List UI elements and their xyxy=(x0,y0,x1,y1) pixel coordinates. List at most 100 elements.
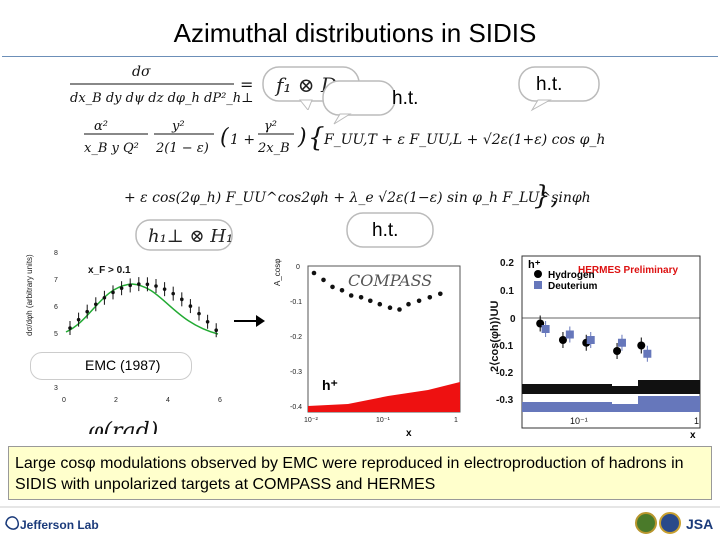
svg-text:F_UU,T + ε F_UU,L + √2ε(1+ε) c: F_UU,T + ε F_UU,L + √2ε(1+ε) cos φ_h F_U… xyxy=(323,132,604,148)
ht-bubble-1: h.t. xyxy=(320,78,418,126)
emc-label-bubble: EMC (1987) xyxy=(30,352,192,380)
jefferson-lab-text: Jefferson Lab xyxy=(20,518,99,532)
hermes-xtick: 1 xyxy=(694,416,699,426)
svg-text:γ²: γ² xyxy=(264,119,277,134)
emc-xtick: 4 xyxy=(166,397,170,404)
svg-text:2x_B: 2x_B xyxy=(257,141,290,156)
ht-label-2: h.t. xyxy=(536,74,563,95)
sidis-cross-section-formula: dσ dx_B dy dψ dz dφ_h dP²_h⊥ = α² x_B y … xyxy=(64,62,704,252)
hermes-ylabel: 2⟨cos(φh)⟩UU xyxy=(489,300,501,372)
emc-data-point xyxy=(154,284,158,288)
compass-xtick: 1 xyxy=(454,417,458,424)
compass-data-point xyxy=(311,270,317,276)
emc-ytick: 7 xyxy=(54,277,58,284)
hermes-data-point-deuterium xyxy=(541,325,550,333)
ht-label-3: h.t. xyxy=(372,220,399,241)
hermes-prelim-label: HERMES Preliminary xyxy=(578,265,678,276)
compass-ylabel: A_cosφ xyxy=(273,259,282,286)
hermes-data-points xyxy=(536,315,652,362)
hermes-ytick: 0 xyxy=(510,314,516,325)
hermes-data-point-hydrogen xyxy=(637,341,646,350)
hermes-data-point-deuterium xyxy=(617,338,626,347)
compass-data-point xyxy=(377,301,383,307)
compass-data-point xyxy=(416,298,422,304)
compass-data-point xyxy=(406,301,411,307)
svg-text:1 +: 1 + xyxy=(230,132,255,148)
hermes-ytick: -0.3 xyxy=(496,395,514,406)
emc-xaxis-label: φ(rad) xyxy=(88,419,158,434)
compass-data-point xyxy=(321,277,326,283)
svg-text:},: }, xyxy=(534,181,559,211)
legend-deuterium-label: Deuterium xyxy=(548,281,598,292)
svg-text:y²: y² xyxy=(171,119,185,134)
hermes-ytick: -0.2 xyxy=(496,368,514,379)
emc-plot: dσ/dφh (arbitrary units) 8 7 6 5 4 3 0 2… xyxy=(22,244,252,444)
legend-hydrogen-marker xyxy=(534,270,542,278)
compass-data-point xyxy=(438,291,443,297)
formula-denominator: dx_B dy dψ dz dφ_h dP²_h⊥ xyxy=(70,91,253,106)
emc-data-point xyxy=(94,302,98,307)
emc-xtick: 6 xyxy=(218,397,222,404)
hermes-data-point-hydrogen xyxy=(613,347,622,355)
compass-data-point xyxy=(339,288,345,293)
formula-dsigma: dσ xyxy=(132,64,151,80)
hermes-data-point-deuterium xyxy=(586,336,595,344)
emc-data-point xyxy=(119,286,124,291)
jefferson-lab-logo: Jefferson Lab xyxy=(4,512,104,536)
compass-ytick: -0.1 xyxy=(290,299,302,306)
svg-text:{: { xyxy=(308,123,325,153)
compass-plot: A_cosφ COMPASS 0 -0.1 -0.2 -0.3 -0.4 10⁻… xyxy=(268,246,468,439)
compass-data-point xyxy=(397,307,402,312)
compass-watermark: COMPASS xyxy=(348,271,432,290)
emc-data-point xyxy=(197,311,201,316)
compass-ytick: 0 xyxy=(296,264,300,271)
caption-text: Large cosφ modulations observed by EMC w… xyxy=(15,455,684,493)
seal-icon xyxy=(659,512,681,534)
compass-hadron-label: h⁺ xyxy=(322,377,338,393)
svg-text:+ ε cos(2φ_h) F_UU^cos2φh + λ_: + ε cos(2φ_h) F_UU^cos2φh + λ_e √2ε(1−ε)… xyxy=(124,190,591,206)
compass-xtick: 10⁻² xyxy=(304,417,318,424)
svg-text:α²: α² xyxy=(94,119,108,134)
emc-data-point xyxy=(76,317,81,322)
emc-label: EMC (1987) xyxy=(85,357,161,373)
hermes-xlabel: x xyxy=(690,430,696,441)
emc-ylabel: dσ/dφh (arbitrary units) xyxy=(25,254,34,336)
compass-data-point xyxy=(358,295,364,300)
emc-data-point xyxy=(137,282,141,286)
emc-data-point xyxy=(145,282,150,287)
caption-box: Large cosφ modulations observed by EMC w… xyxy=(8,446,712,500)
emc-data-point xyxy=(180,297,184,302)
emc-xtick: 0 xyxy=(62,397,66,404)
svg-text:h₁⊥ ⊗ H₁⊥: h₁⊥ ⊗ H₁⊥ xyxy=(148,226,234,247)
svg-text:2(1 − ε): 2(1 − ε) xyxy=(155,141,209,156)
emc-data-point xyxy=(102,295,107,300)
emc-data-point xyxy=(111,290,115,295)
svg-text:x_B y Q²: x_B y Q² xyxy=(84,141,139,156)
emc-ytick: 5 xyxy=(54,331,58,338)
compass-data-points xyxy=(311,270,443,312)
arrow-icon xyxy=(234,315,265,327)
emc-xtick: 2 xyxy=(114,397,118,404)
compass-ytick: -0.2 xyxy=(290,334,302,341)
h1-H1-bubble: h₁⊥ ⊗ H₁⊥ xyxy=(134,218,250,252)
hermes-plot: 2⟨cos(φh)⟩UU h⁺ HERMES Preliminary Hydro… xyxy=(478,252,710,442)
emc-data-point xyxy=(171,291,175,296)
ht-bubble-2: h.t. xyxy=(516,64,604,112)
emc-xf-label: x_F > 0.1 xyxy=(88,265,131,276)
compass-xtick: 10⁻¹ xyxy=(376,417,390,424)
hermes-data-point-deuterium xyxy=(643,349,652,358)
emc-ytick: 8 xyxy=(54,250,58,257)
emc-data-points xyxy=(68,277,218,338)
svg-text:): ) xyxy=(297,125,307,150)
emc-fit-curve xyxy=(65,283,219,335)
emc-data-point xyxy=(188,304,193,308)
emc-data-point xyxy=(68,326,72,330)
compass-xlabel: x xyxy=(406,428,412,438)
compass-data-point xyxy=(427,295,433,300)
emc-ytick: 6 xyxy=(54,304,58,311)
svg-text:(: ( xyxy=(220,125,229,150)
hermes-ytick: 0.1 xyxy=(500,286,514,297)
legend-hydrogen-label: Hydrogen xyxy=(548,270,595,281)
hermes-hadron-label: h⁺ xyxy=(528,259,541,271)
doe-seal-icon xyxy=(635,512,657,534)
